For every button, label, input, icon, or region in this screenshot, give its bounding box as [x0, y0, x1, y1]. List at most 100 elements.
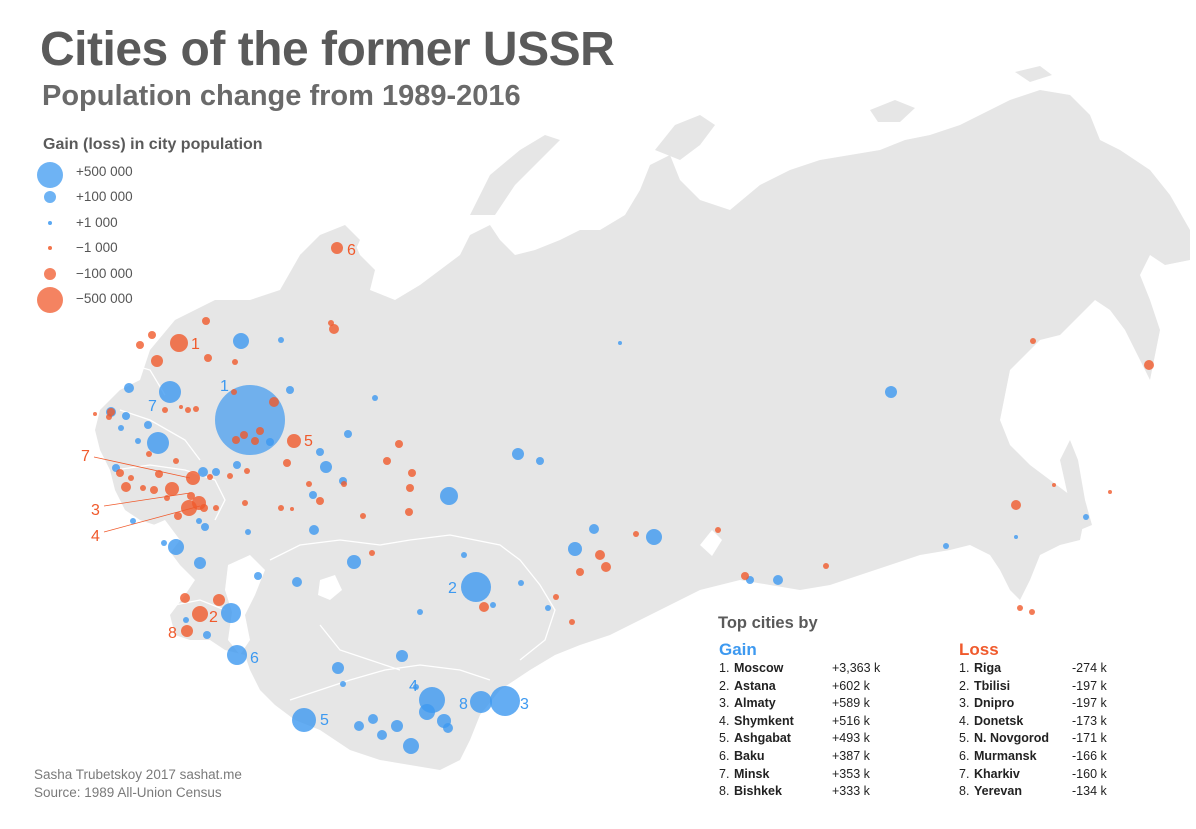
loss-row: 2. Tbilisi -197 k	[959, 679, 1129, 697]
city-loss-marker	[595, 550, 605, 560]
city-loss-marker	[106, 414, 112, 420]
city-loss-marker	[329, 324, 339, 334]
city-loss-marker	[232, 359, 238, 365]
gain-label-1: 1	[220, 378, 229, 395]
city-name: Dnipro	[974, 696, 1015, 711]
page-title: Cities of the former USSR	[40, 23, 615, 76]
city-loss-marker	[193, 406, 199, 412]
city-gain-marker	[1014, 535, 1018, 539]
city-loss-marker	[202, 317, 210, 325]
city-loss-marker	[185, 407, 191, 413]
loss-row: 6. Murmansk -166 k	[959, 749, 1129, 767]
gain-row: 3. Almaty +589 k	[719, 696, 899, 714]
city-change: -274 k	[1072, 661, 1107, 675]
city-loss-marker	[553, 594, 559, 600]
leader-dnipro	[103, 492, 191, 507]
rank-number: 6.	[959, 748, 970, 763]
city-change: -160 k	[1072, 766, 1107, 781]
city-loss-marker	[140, 485, 146, 491]
city-gain-marker	[545, 605, 551, 611]
city-loss-marker	[256, 427, 264, 435]
city-name: Kharkiv	[974, 766, 1020, 781]
rank-labels: 1 2 3 4 5 6 7 8 1 2 3 4 5 6 7 8	[81, 242, 529, 729]
loss-label-8: 8	[168, 625, 177, 642]
loss-label-3: 3	[91, 502, 100, 519]
city-loss-marker	[151, 355, 163, 367]
city-gain-marker	[332, 662, 344, 674]
city-loss-marker	[150, 486, 158, 494]
city-gain-marker	[203, 631, 211, 639]
loss-label-6: 6	[347, 242, 356, 259]
city-gain-marker	[168, 539, 184, 555]
city-gain-marker	[512, 448, 524, 460]
city-gain-marker	[245, 529, 251, 535]
city-name: Ashgabat	[734, 731, 791, 746]
city-name: Riga	[974, 661, 1002, 675]
city-loss-marker	[251, 437, 259, 445]
city-gain-marker	[490, 602, 496, 608]
city-gain-marker	[347, 555, 361, 569]
city-loss-marker	[408, 469, 416, 477]
city-gain-marker	[278, 337, 284, 343]
city-gain-marker	[196, 518, 202, 524]
city-gain-marker	[254, 572, 262, 580]
city-loss-marker	[227, 473, 233, 479]
rank-number: 5.	[959, 731, 970, 746]
city-change: +3,363 k	[832, 661, 881, 675]
city-name: Minsk	[734, 766, 770, 781]
border-kazakhstan	[269, 534, 556, 661]
gain-row: 8. Bishkek +333 k	[719, 784, 899, 802]
city-gain-marker	[320, 461, 332, 473]
legend-item: +500 000	[36, 160, 236, 188]
city-name: N. Novgorod	[974, 731, 1049, 746]
city-loss-marker	[633, 531, 639, 537]
loss-row: 4. Donetsk -173 k	[959, 714, 1129, 732]
credit-source: Source: 1989 All-Union Census	[34, 785, 222, 800]
city-change: -197 k	[1072, 678, 1107, 693]
city-loss-marker	[93, 412, 97, 416]
rank-number: 2.	[959, 678, 970, 693]
city-change: +602 k	[832, 678, 870, 693]
city-gain-marker	[122, 412, 130, 420]
city-loss-marker	[165, 482, 179, 496]
city-gain-marker	[135, 438, 141, 444]
rank-number: 6.	[719, 748, 730, 763]
border-baltics	[114, 359, 166, 396]
city-loss-marker	[181, 625, 193, 637]
city-loss-marker	[741, 572, 749, 580]
city-loss-marker	[1144, 360, 1154, 370]
city-loss-marker	[360, 513, 366, 519]
city-gain-marker	[773, 575, 783, 585]
city-gain-marker	[233, 461, 241, 469]
island-wrangel	[1015, 66, 1052, 82]
city-change: +589 k	[832, 696, 870, 711]
city-gain-marker	[417, 609, 423, 615]
city-gain-marker	[403, 738, 419, 754]
city-loss-marker	[232, 436, 240, 444]
city-loss-marker	[174, 512, 182, 520]
city-name: Bishkek	[734, 784, 782, 799]
loss-heading: Loss	[959, 640, 999, 659]
city-change: -166 k	[1072, 748, 1107, 763]
city-gain-marker	[646, 529, 662, 545]
city-gain-marker	[461, 552, 467, 558]
city-gain-marker	[292, 577, 302, 587]
gain-label-8: 8	[459, 696, 468, 713]
label-leader-lines	[93, 456, 201, 533]
lake-baikal	[700, 530, 722, 556]
city-gain-marker	[885, 386, 897, 398]
city-loss-marker	[290, 507, 294, 511]
kola-peninsula	[300, 225, 360, 272]
legend: +500 000 +100 000 +1 000 −1 000 −100 000…	[36, 160, 236, 313]
rank-number: 1.	[959, 661, 970, 675]
city-markers	[93, 242, 1154, 754]
city-loss-marker	[269, 397, 279, 407]
legend-item: +1 000	[36, 211, 236, 236]
rank-number: 8.	[959, 784, 970, 799]
gain-label-6: 6	[250, 650, 259, 667]
city-loss-marker	[328, 320, 334, 326]
city-gain-marker	[194, 557, 206, 569]
loss-list: 1. Riga -274 k 2. Tbilisi -197 k 3. Dnipro -19…	[959, 661, 1129, 802]
city-change: -173 k	[1072, 713, 1107, 728]
city-loss-marker	[1108, 490, 1112, 494]
